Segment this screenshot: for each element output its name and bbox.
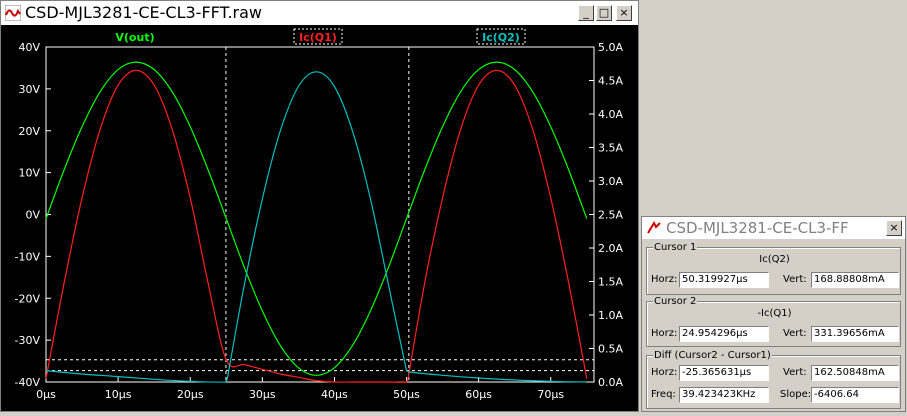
- left-tick-label: -10V: [15, 250, 41, 263]
- right-tick-label: 5.0A: [598, 41, 623, 54]
- right-tick-label: 1.0A: [598, 309, 623, 322]
- x-tick-label: 50µs: [393, 388, 420, 401]
- waveform-plot[interactable]: 40V 30V 20V 10V 0V -10V -20V -30V -40V 5.0A 4.5A 4.…: [1, 25, 638, 411]
- diff-slope-field[interactable]: -6406.64: [811, 387, 899, 403]
- cursor1-group: Cursor 1 Ic(Q2) Horz: 50.319927µs Vert: …: [646, 242, 901, 295]
- right-tick-label: 3.0A: [598, 175, 623, 188]
- right-tick-label: 4.0A: [598, 108, 623, 121]
- legend-label[interactable]: Ic(Q2): [482, 31, 520, 44]
- waveform-icon: [5, 5, 21, 21]
- cursor2-trace: -Ic(Q1): [757, 308, 792, 319]
- right-tick-label: 2.0A: [598, 242, 623, 255]
- vert-label: Vert:: [783, 367, 807, 378]
- left-tick-label: -40V: [15, 376, 41, 389]
- group-label: Cursor 1: [653, 242, 698, 254]
- right-tick-label: 0.0A: [598, 376, 623, 389]
- trace-v-out[interactable]: [45, 61, 588, 376]
- legend-cursor-box: [293, 28, 343, 45]
- cursor1-trace: Ic(Q2): [759, 254, 790, 265]
- group-label: Cursor 2: [653, 296, 698, 308]
- x-tick-label: 60µs: [465, 388, 492, 401]
- ltspice-icon: [647, 221, 661, 234]
- left-tick-label: 10V: [18, 167, 40, 180]
- left-tick-label: 30V: [18, 83, 40, 96]
- window-title: CSD-MJL3281-CE-CL3-FFT.raw: [25, 3, 262, 22]
- x-tick-label: 30µs: [249, 388, 276, 401]
- close-button[interactable]: ×: [886, 220, 902, 236]
- right-tick-label: 4.5A: [598, 75, 623, 88]
- cursor-window: CSD-MJL3281-CE-CL3-FF × Cursor 1 Ic(Q2) …: [641, 216, 906, 412]
- legend-label[interactable]: Ic(Q1): [299, 31, 337, 44]
- diff-vert-field[interactable]: 162.50848mA: [811, 365, 899, 381]
- group-label: Diff (Cursor2 - Cursor1): [653, 350, 772, 362]
- right-tick-label: 0.5A: [598, 343, 623, 356]
- horz-label: Horz:: [651, 367, 678, 378]
- left-tick-label: 0V: [25, 209, 40, 222]
- x-tick-label: 40µs: [321, 388, 348, 401]
- right-tick-label: 3.5A: [598, 142, 623, 155]
- freq-label: Freq:: [651, 389, 676, 400]
- right-tick-label: 2.5A: [598, 209, 623, 222]
- close-button[interactable]: ×: [616, 5, 632, 21]
- horz-label: Horz:: [651, 328, 678, 339]
- left-tick-label: -30V: [15, 334, 41, 347]
- right-tick-label: 1.5A: [598, 276, 623, 289]
- trace-ic-q1[interactable]: [45, 69, 588, 383]
- x-tick-label: 0µs: [36, 388, 56, 401]
- plot-window: CSD-MJL3281-CE-CL3-FFT.raw _ □ × 40V 30V 2…: [0, 0, 639, 412]
- cursor1-horz-field[interactable]: 50.319927µs: [679, 272, 769, 288]
- left-tick-label: -20V: [15, 292, 41, 305]
- vert-label: Vert:: [783, 274, 807, 285]
- diff-freq-field[interactable]: 39.423423KHz: [679, 387, 769, 403]
- x-tick-label: 20µs: [177, 388, 204, 401]
- maximize-button[interactable]: □: [596, 5, 612, 21]
- legend-cursor-box: [476, 28, 526, 45]
- plot-window-titlebar[interactable]: CSD-MJL3281-CE-CL3-FFT.raw _ □ ×: [1, 1, 638, 25]
- cursor1-vert-field[interactable]: 168.88808mA: [811, 272, 899, 288]
- diff-horz-field[interactable]: -25.365631µs: [679, 365, 769, 381]
- minimize-button[interactable]: _: [578, 5, 594, 21]
- cursor2-vert-field[interactable]: 331.39656mA: [811, 326, 899, 342]
- cursor2-horz-field[interactable]: 24.954296µs: [679, 326, 769, 342]
- cursor-window-title: CSD-MJL3281-CE-CL3-FF: [666, 219, 849, 237]
- horz-label: Horz:: [651, 274, 678, 285]
- x-tick-label: 10µs: [105, 388, 132, 401]
- vert-label: Vert:: [783, 328, 807, 339]
- left-tick-label: 20V: [18, 125, 40, 138]
- diff-group: Diff (Cursor2 - Cursor1) Horz: -25.36563…: [646, 350, 901, 409]
- plot-background: [1, 25, 638, 411]
- trace-ic-q2[interactable]: [45, 71, 587, 383]
- cursor2-group: Cursor 2 -Ic(Q1) Horz: 24.954296µs Vert:…: [646, 296, 901, 347]
- slope-label: Slope:: [780, 389, 812, 400]
- cursor-window-titlebar[interactable]: CSD-MJL3281-CE-CL3-FF ×: [642, 217, 905, 239]
- legend-label[interactable]: V(out): [115, 31, 154, 44]
- x-tick-label: 70µs: [537, 388, 564, 401]
- left-tick-label: 40V: [18, 41, 40, 54]
